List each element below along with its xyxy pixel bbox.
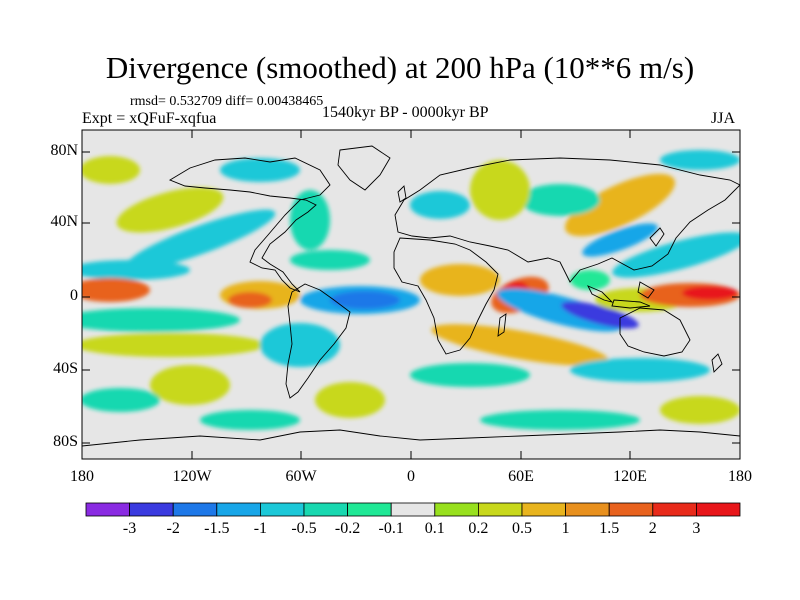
field-region-19	[612, 232, 740, 278]
colorbar-swatch-6	[347, 502, 392, 517]
field-region-31	[570, 358, 710, 382]
colorbar-swatch-10	[521, 502, 566, 517]
colorbar-swatch-8	[434, 502, 479, 517]
lon-tick-120e: 120E	[613, 468, 647, 485]
colorbar-label-0: -3	[122, 520, 137, 537]
field-region-22	[470, 160, 530, 220]
field-region-30	[410, 363, 530, 387]
colorbar-swatch-14	[696, 502, 741, 517]
colorbar-swatch-7	[390, 502, 436, 517]
colorbar-label-7: 0.1	[424, 520, 445, 537]
antarctica-coast	[82, 429, 740, 447]
field-region-18	[682, 286, 738, 300]
period-label: 1540kyr BP - 0000kyr BP	[322, 104, 489, 121]
colorbar-label-8: 0.2	[468, 520, 489, 537]
lat-tick-40s: 40S	[53, 360, 78, 377]
field-region-33	[315, 382, 385, 418]
axis-ticks	[81, 130, 741, 459]
field-region-23	[410, 191, 470, 219]
colorbar-swatch-9	[477, 502, 523, 517]
colorbar-label-11: 1.5	[599, 520, 620, 537]
lat-tick-80s: 80S	[53, 433, 78, 450]
colorbar	[85, 502, 741, 517]
field-region-39	[570, 270, 610, 290]
field-region-3	[82, 278, 150, 302]
field-region-5	[228, 292, 272, 308]
field-region-7	[330, 291, 400, 309]
colorbar-swatch-1	[129, 502, 174, 517]
colorbar-swatch-11	[565, 502, 610, 517]
field-region-26	[220, 158, 300, 182]
field-region-37	[82, 388, 160, 412]
divergence-field	[82, 130, 740, 459]
field-region-11	[420, 264, 500, 296]
coastlines	[82, 145, 740, 447]
field-region-35	[480, 410, 640, 430]
africa-coast	[393, 237, 499, 355]
field-region-36	[660, 396, 740, 424]
colorbar-swatch-13	[652, 502, 697, 517]
colorbar-swatch-3	[216, 502, 261, 517]
colorbar-label-2: -1.5	[204, 520, 230, 537]
colorbar-swatch-5	[303, 502, 348, 517]
greenland-coast	[337, 145, 391, 191]
colorbar-label-10: 1	[561, 520, 570, 537]
field-region-1	[124, 209, 276, 271]
colorbar-swatch-2	[172, 502, 218, 517]
field-region-29	[431, 324, 609, 366]
eurasia-coast	[394, 157, 740, 283]
field-region-21	[520, 184, 600, 216]
field-region-8	[82, 308, 240, 332]
field-region-9	[82, 333, 265, 357]
field-region-20	[564, 173, 676, 237]
colorbar-swatch-12	[608, 502, 654, 517]
lat-tick-40n: 40N	[50, 213, 78, 230]
field-region-24	[290, 250, 370, 270]
colorbar-label-12: 2	[648, 520, 657, 537]
lat-tick-0: 0	[70, 287, 78, 304]
colorbar-label-3: -1	[253, 520, 268, 537]
colorbar-label-5: -0.2	[334, 520, 361, 537]
australia-coast	[619, 307, 691, 357]
experiment-label: Expt = xQFuF-xqfua	[82, 110, 217, 127]
plot-title: Divergence (smoothed) at 200 hPa (10**6 …	[105, 50, 695, 85]
stats-label: rmsd= 0.532709 diff= 0.00438465	[130, 94, 324, 109]
season-label: JJA	[711, 110, 736, 127]
field-region-0	[116, 187, 224, 233]
field-region-38	[582, 223, 658, 257]
colorbar-swatch-4	[259, 502, 305, 517]
new-zealand-coast	[711, 353, 723, 373]
field-region-2	[82, 260, 190, 280]
colorbar-label-9: 0.5	[512, 520, 532, 537]
south-america-coast	[285, 283, 351, 399]
colorbar-swatch-0	[85, 502, 130, 517]
colorbar-label-6: -0.1	[378, 520, 404, 537]
field-region-27	[82, 156, 140, 184]
colorbar-label-13: 3	[692, 520, 701, 537]
uk-coast	[397, 185, 407, 203]
colorbar-label-1: -2	[166, 520, 180, 537]
field-region-15	[561, 301, 639, 329]
lon-tick-60w: 60W	[285, 468, 317, 485]
madagascar-coast	[497, 313, 507, 337]
lon-tick-180w: 180	[70, 468, 94, 485]
japan-coast	[649, 227, 665, 247]
lon-tick-120w: 120W	[172, 468, 212, 485]
indonesia-coast	[587, 281, 655, 309]
field-region-32	[150, 365, 230, 405]
field-region-34	[200, 410, 300, 430]
colorbar-label-4: -0.5	[291, 520, 317, 537]
lon-tick-0: 0	[407, 468, 415, 485]
field-region-10	[260, 323, 340, 367]
lat-tick-80n: 80N	[50, 142, 78, 159]
lon-tick-180e: 180	[728, 468, 752, 485]
lon-tick-60e: 60E	[508, 468, 534, 485]
field-region-28	[660, 150, 740, 170]
field-region-25	[290, 190, 330, 250]
